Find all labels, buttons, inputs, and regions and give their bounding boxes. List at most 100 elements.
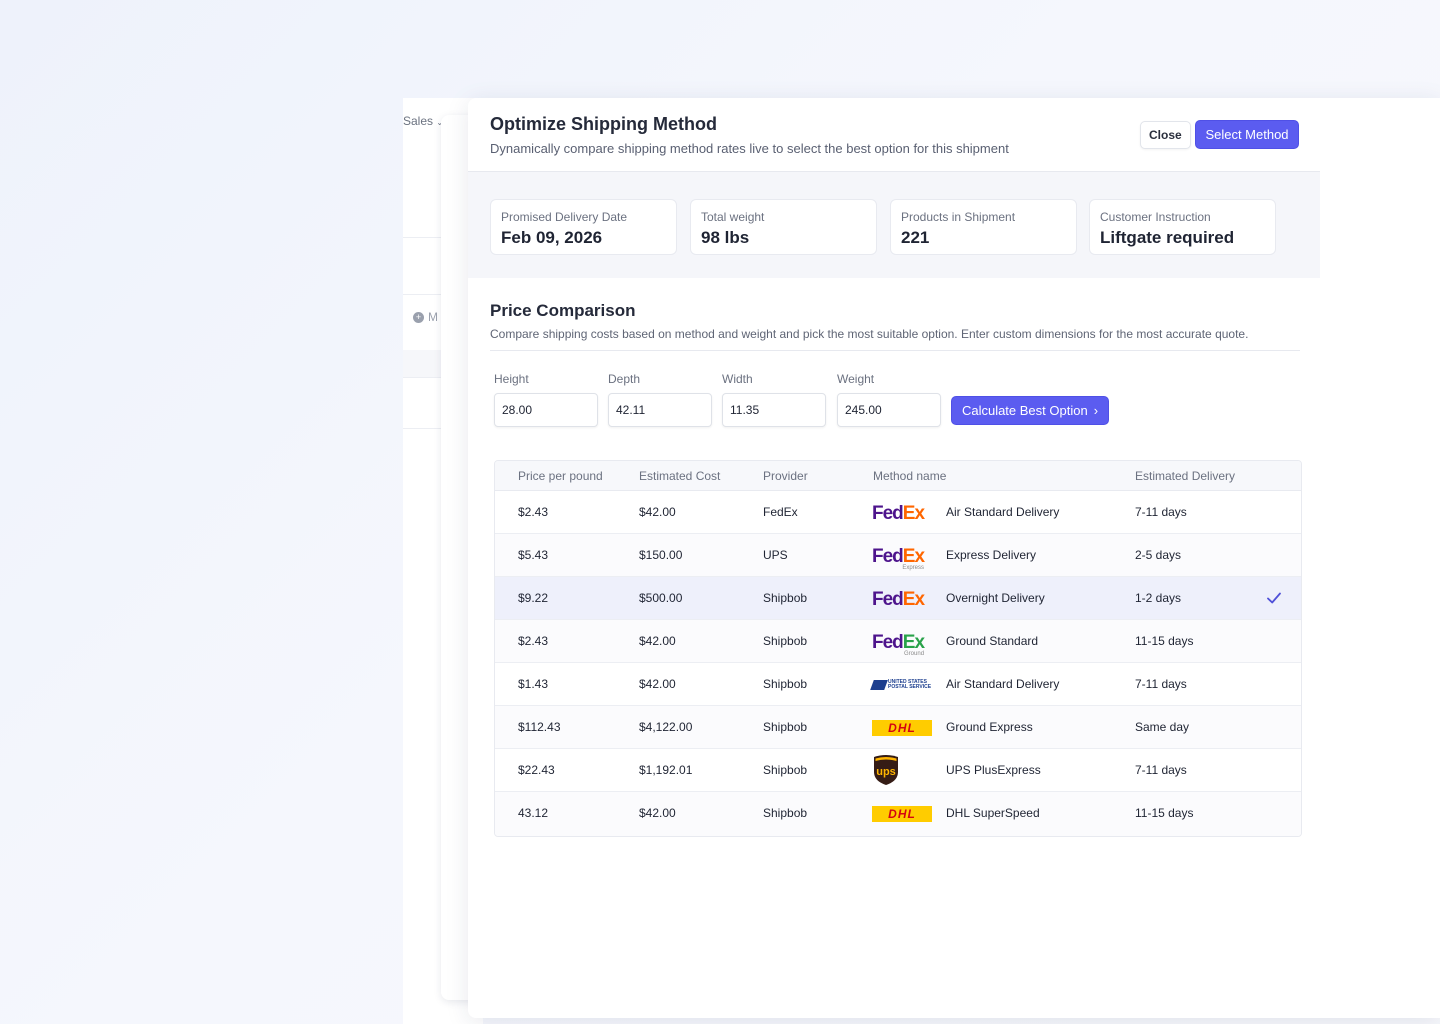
calculate-best-option-button[interactable]: Calculate Best Option › (951, 396, 1109, 425)
dhl-logo-icon: DHL (872, 806, 932, 822)
summary-value: Feb 09, 2026 (501, 228, 603, 247)
divider (403, 377, 473, 378)
logo-text: UNITED STATES (888, 678, 927, 685)
column-header-estimated-cost: Estimated Cost (639, 469, 721, 483)
logo-text: Fed (872, 545, 904, 567)
carrier-logo: FedEx (872, 585, 934, 613)
carrier-logo: FedEx (872, 499, 934, 527)
depth-label: Depth (608, 372, 641, 386)
background-menu-item[interactable]: + M (413, 310, 438, 324)
table-row[interactable]: $5.43 $150.00 UPS FedEx Express Express Deliv… (495, 534, 1301, 577)
provider-cell: Shipbob (763, 634, 808, 648)
method-name-cell: Air Standard Delivery (946, 505, 1060, 519)
width-input[interactable] (722, 393, 826, 427)
method-name-cell: Overnight Delivery (946, 591, 1045, 605)
summary-label: Total weight (701, 210, 765, 224)
checkmark-icon (1267, 592, 1281, 604)
provider-cell: Shipbob (763, 677, 808, 691)
carrier-logo: FedEx Express (872, 542, 934, 571)
carrier-logo: ups (872, 755, 934, 785)
estimated-delivery-cell: 7-11 days (1135, 763, 1187, 777)
divider (403, 294, 473, 295)
table-row[interactable]: $22.43 $1,192.01 Shipbob ups UPS PlusExpress… (495, 749, 1301, 792)
plus-icon: + (413, 311, 424, 323)
estimated-cost-cell: $500.00 (639, 591, 683, 605)
method-name-cell: UPS PlusExpress (946, 763, 1041, 777)
divider (403, 428, 473, 429)
shipping-rates-table: Price per pound Estimated Cost Provider … (494, 460, 1302, 837)
estimated-delivery-cell: 7-11 days (1135, 677, 1187, 691)
price-per-pound-cell: $1.43 (518, 677, 549, 691)
carrier-logo: FedEx Ground (872, 628, 934, 657)
logo-text: Fed (872, 588, 904, 610)
logo-text: Ex (902, 502, 925, 524)
estimated-cost-cell: $42.00 (639, 806, 676, 820)
summary-value: Liftgate required (1100, 228, 1235, 247)
estimated-delivery-cell: 1-2 days (1135, 591, 1182, 605)
table-row[interactable]: $2.43 $42.00 Shipbob FedEx Ground Ground Stan… (495, 620, 1301, 663)
column-header-estimated-delivery: Estimated Delivery (1135, 469, 1236, 483)
carrier-logo: DHL (872, 800, 934, 828)
method-name-cell: DHL SuperSpeed (946, 806, 1040, 820)
dhl-logo-icon: DHL (872, 720, 932, 736)
column-header-price-per-pound: Price per pound (518, 469, 603, 483)
price-per-pound-cell: 43.12 (518, 806, 549, 820)
height-input[interactable] (494, 393, 598, 427)
provider-cell: Shipbob (763, 763, 808, 777)
price-comparison-title: Price Comparison (490, 301, 636, 320)
table-row[interactable]: $112.43 $4,122.00 Shipbob DHL Ground Express… (495, 706, 1301, 749)
price-per-pound-cell: $112.43 (518, 720, 561, 734)
logo-text: POSTAL SERVICE (888, 684, 932, 690)
column-header-method-name: Method name (873, 469, 947, 483)
fedex-logo-icon: FedEx Express (872, 545, 925, 571)
logo-tag: Express (902, 564, 925, 571)
summary-label: Products in Shipment (901, 210, 1016, 224)
height-label: Height (494, 372, 529, 386)
summary-card-total-weight: Total weight 98 lbs (690, 199, 877, 255)
method-name-cell: Ground Express (946, 720, 1033, 734)
close-button[interactable]: Close (1140, 121, 1191, 149)
estimated-cost-cell: $1,192.01 (639, 763, 693, 777)
logo-text: Ex (902, 545, 925, 567)
sales-menu[interactable]: Sales ⌄ (403, 114, 443, 128)
logo-text: Fed (872, 631, 904, 653)
chevron-down-icon: ⌄ (436, 118, 444, 127)
fedex-logo-icon: FedEx (872, 588, 925, 610)
width-label: Width (722, 372, 753, 386)
provider-cell: FedEx (763, 505, 798, 519)
column-header-provider: Provider (763, 469, 808, 483)
depth-input[interactable] (608, 393, 712, 427)
width-field-group: Width (718, 372, 826, 427)
method-name-cell: Ground Standard (946, 634, 1039, 648)
depth-field-group: Depth (604, 372, 712, 427)
summary-card-products: Products in Shipment 221 (890, 199, 1077, 255)
background-menu-label: M (428, 310, 438, 324)
price-per-pound-cell: $2.43 (518, 505, 549, 519)
estimated-cost-cell: $42.00 (639, 677, 676, 691)
estimated-cost-cell: $4,122.00 (639, 720, 693, 734)
weight-label: Weight (837, 372, 875, 386)
sales-label: Sales (403, 114, 434, 128)
method-name-cell: Air Standard Delivery (946, 677, 1060, 691)
table-row[interactable]: 43.12 $42.00 Shipbob DHL DHL SuperSpeed 11-15… (495, 792, 1301, 836)
logo-text: DHL (888, 721, 916, 735)
logo-text: Ex (902, 588, 925, 610)
fedex-logo-icon: FedEx Ground (872, 631, 925, 657)
price-per-pound-cell: $2.43 (518, 634, 549, 648)
summary-label: Promised Delivery Date (501, 210, 628, 224)
weight-input[interactable] (837, 393, 941, 427)
ups-logo-icon: ups (874, 755, 898, 785)
estimated-delivery-cell: Same day (1135, 720, 1190, 734)
price-per-pound-cell: $5.43 (518, 548, 549, 562)
table-row[interactable]: $1.43 $42.00 Shipbob UNITED STATES POSTAL SE… (495, 663, 1301, 706)
shipment-summary: Promised Delivery Date Feb 09, 2026 Tota… (468, 172, 1320, 278)
select-method-button[interactable]: Select Method (1195, 120, 1299, 149)
table-row[interactable]: $2.43 $42.00 FedEx FedEx Air Standard Delive… (495, 491, 1301, 534)
provider-cell: Shipbob (763, 806, 808, 820)
modal-header: Optimize Shipping Method Dynamically com… (468, 98, 1320, 172)
usps-logo-icon: UNITED STATES POSTAL SERVICE (870, 678, 932, 691)
height-field-group: Height (490, 372, 598, 427)
eagle-icon (870, 680, 888, 690)
provider-cell: UPS (763, 548, 788, 562)
table-row[interactable]: $9.22 $500.00 Shipbob FedEx Overnight Delive… (495, 577, 1301, 620)
